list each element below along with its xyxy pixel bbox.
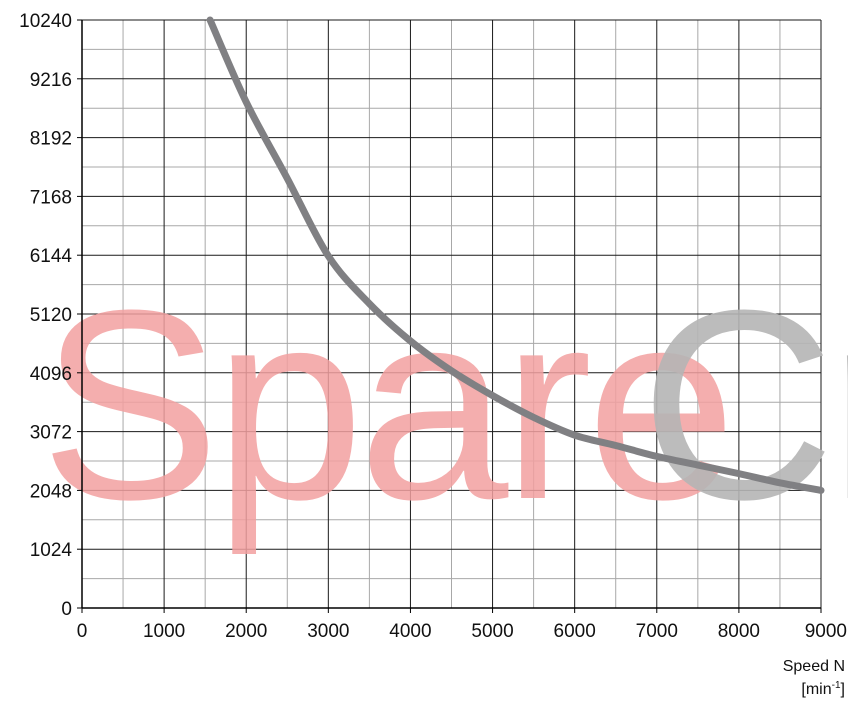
x-axis-label: Speed N — [783, 658, 845, 675]
x-tick-label: 3000 — [307, 621, 349, 642]
axes — [77, 19, 822, 613]
y-tick-label: 0 — [61, 599, 72, 620]
x-axis-unit-base: [min — [801, 681, 831, 698]
y-tick-label: 6144 — [30, 246, 73, 267]
y-tick-label: 7168 — [30, 187, 72, 208]
x-axis-unit-sup: -1 — [832, 680, 841, 691]
y-tick-label: 5120 — [30, 305, 72, 326]
y-tick-label: 4096 — [30, 364, 72, 385]
minor-grid — [82, 20, 821, 608]
x-tick-label: 5000 — [471, 621, 513, 642]
x-tick-label: 2000 — [225, 621, 267, 642]
x-tick-label: 6000 — [554, 621, 596, 642]
x-tick-label: 0 — [77, 621, 88, 642]
series-line — [206, 16, 825, 494]
x-tick-label: 9000 — [805, 621, 847, 642]
major-grid — [81, 19, 822, 609]
y-tick-label: 1024 — [30, 540, 73, 561]
y-tick-label: 2048 — [30, 481, 72, 502]
watermark-text-cr: Cr — [640, 255, 848, 556]
x-axis-unit-end: ] — [841, 681, 845, 698]
x-tick-labels: 0 1000 2000 3000 4000 5000 6000 7000 8000 9000 — [77, 621, 847, 642]
y-tick-label: 10240 — [19, 11, 72, 32]
y-tick-labels: 0 1024 2048 3072 4096 5120 6144 7168 8192 9216 102… — [19, 11, 72, 620]
y-tick-label: 8192 — [30, 129, 72, 150]
x-tick-label: 7000 — [636, 621, 678, 642]
series — [206, 16, 825, 494]
x-tick-label: 1000 — [143, 621, 185, 642]
watermark-text-spare: Spare — [40, 255, 730, 557]
x-tick-label: 8000 — [718, 621, 760, 642]
x-tick-label: 4000 — [389, 621, 431, 642]
y-tick-label: 3072 — [30, 423, 72, 444]
y-tick-label: 9216 — [30, 70, 72, 91]
watermark: Spare Cr — [40, 255, 848, 557]
x-axis-unit: [min-1] — [801, 680, 845, 698]
